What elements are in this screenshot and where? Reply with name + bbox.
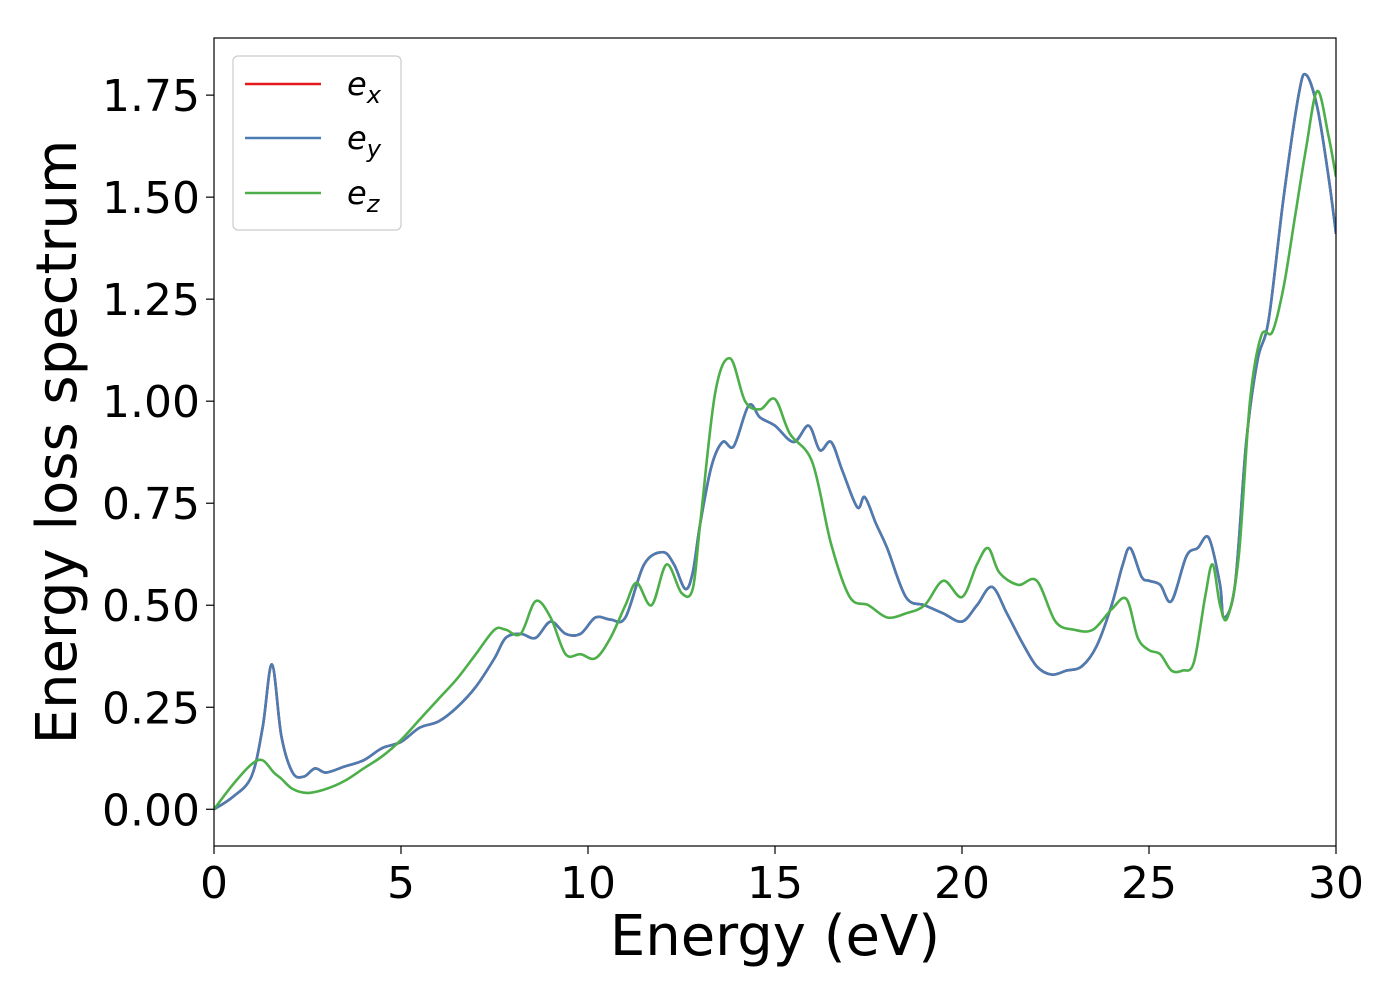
series-line-y: [214, 72, 1336, 811]
y-tick-label: 1.00: [102, 377, 200, 428]
x-axis-label: Energy (eV): [610, 904, 940, 969]
y-tick-label: 0.00: [102, 785, 200, 836]
x-tick-label: 0: [200, 858, 228, 909]
y-tick-label: 1.50: [102, 173, 200, 224]
legend-label-z: ez: [347, 174, 381, 218]
x-tick-label: 25: [1121, 858, 1177, 909]
x-tick-label: 20: [934, 858, 990, 909]
y-tick-label: 0.25: [102, 683, 200, 734]
x-tick-label: 15: [747, 858, 803, 909]
series-line-z: [214, 89, 1336, 811]
x-axis: 0 5 10 15 20 25 30: [200, 846, 1364, 909]
y-tick-label: 1.75: [102, 71, 200, 122]
x-tick-label: 30: [1308, 858, 1364, 909]
legend-box: [232, 55, 402, 231]
legend-label-y: ey: [347, 119, 382, 163]
legend: ex ey ez: [232, 55, 402, 231]
series-layer: [214, 72, 1336, 811]
y-tick-label: 1.25: [102, 275, 200, 326]
y-tick-label: 0.50: [102, 581, 200, 632]
x-tick-label: 5: [387, 858, 415, 909]
y-axis-label: Energy loss spectrum: [25, 140, 90, 745]
y-tick-label: 0.75: [102, 479, 200, 530]
y-axis: 0.00 0.25 0.50 0.75 1.00 1.25 1.50 1.75: [102, 71, 214, 836]
legend-label-x: ex: [347, 65, 382, 109]
x-tick-label: 10: [560, 858, 616, 909]
